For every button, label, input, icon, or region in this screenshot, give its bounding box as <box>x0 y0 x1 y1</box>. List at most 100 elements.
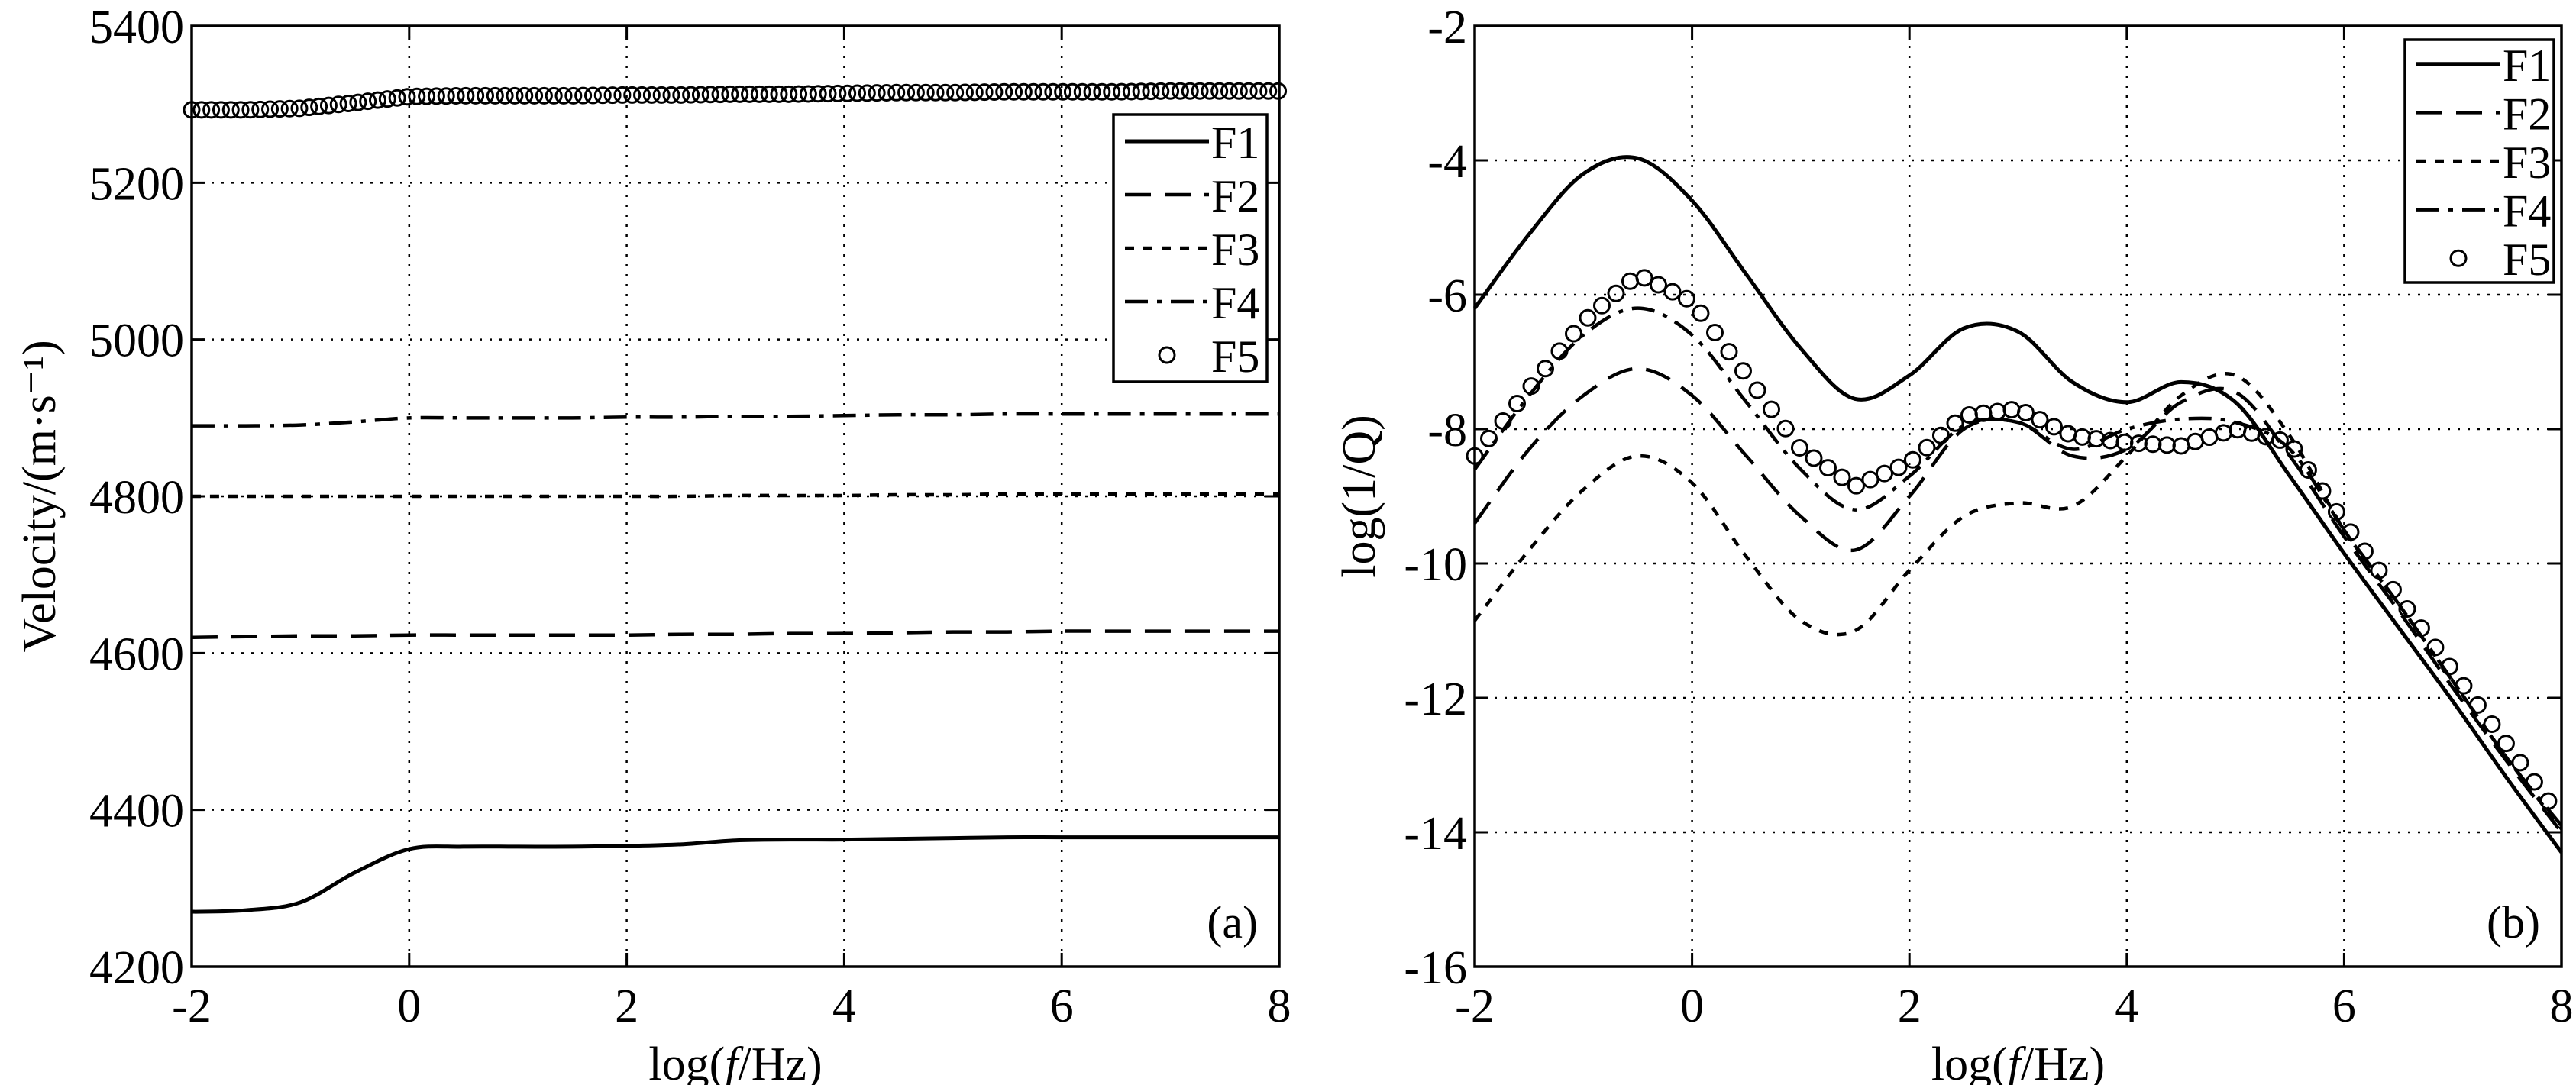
data-point-marker <box>300 98 318 117</box>
data-point-marker <box>682 86 700 104</box>
data-point-marker <box>418 87 436 105</box>
data-point-marker <box>1960 406 1978 425</box>
data-point-marker <box>2468 696 2487 714</box>
data-point-marker <box>1635 269 1653 287</box>
y-tick-label: 4600 <box>89 628 184 680</box>
data-point-marker <box>290 99 309 118</box>
plot-frame <box>1473 24 2563 968</box>
x-tick-label: 8 <box>1268 980 1291 1032</box>
data-point-marker <box>2355 542 2374 560</box>
data-point-marker <box>1621 272 1639 290</box>
data-point-marker <box>2157 436 2176 454</box>
data-point-marker <box>1720 343 1738 361</box>
data-point-marker <box>662 86 680 104</box>
data-point-marker <box>623 86 642 104</box>
data-point-marker <box>2440 657 2458 676</box>
data-point-marker <box>1005 82 1023 101</box>
data-point-marker <box>1649 276 1667 294</box>
data-point-marker <box>192 101 211 119</box>
data-point-marker <box>878 83 896 102</box>
data-point-marker <box>486 86 504 105</box>
data-point-marker <box>593 86 612 105</box>
x-tick-label: -2 <box>172 980 212 1032</box>
data-point-marker <box>270 100 289 118</box>
data-point-marker <box>1592 296 1611 315</box>
data-point-marker <box>1152 82 1170 100</box>
legend-label-F5: F5 <box>2503 234 2551 285</box>
data-point-marker <box>369 91 387 109</box>
data-point-marker <box>2285 440 2303 458</box>
data-point-marker <box>310 97 328 115</box>
data-point-marker <box>1861 470 1879 489</box>
data-point-marker <box>1083 82 1101 101</box>
data-point-marker <box>1762 400 1780 418</box>
data-point-marker <box>1705 323 1724 341</box>
data-point-marker <box>2115 433 2134 451</box>
y-tick-label: 4200 <box>89 942 184 994</box>
legend-label-F1: F1 <box>1211 118 1259 168</box>
data-point-marker <box>398 88 416 106</box>
panel-label: (a) <box>1207 897 1258 948</box>
series-F4-line <box>191 412 1279 428</box>
data-point-marker <box>319 96 338 115</box>
x-tick-label: 4 <box>2115 980 2138 1032</box>
data-point-marker <box>965 83 984 102</box>
data-point-marker <box>241 101 260 119</box>
data-point-marker <box>1034 82 1052 101</box>
data-point-marker <box>1142 82 1160 101</box>
y-axis-label: log(1/Q) <box>1333 415 1385 578</box>
series-F3-line <box>1473 372 2563 830</box>
data-point-marker <box>1093 82 1111 101</box>
y-tick-label: -6 <box>1427 270 1467 322</box>
data-point-marker <box>1122 82 1140 101</box>
data-point-marker <box>1875 464 1893 483</box>
legend-label-F4: F4 <box>1211 278 1259 328</box>
data-point-marker <box>760 85 778 103</box>
data-point-marker <box>1054 82 1072 101</box>
data-point-marker <box>457 86 475 105</box>
legend-label-F3: F3 <box>2503 137 2551 188</box>
data-point-marker <box>1162 82 1180 100</box>
data-point-marker <box>955 83 974 102</box>
data-point-marker <box>554 86 573 105</box>
data-point-marker <box>1818 459 1837 477</box>
legend-label-F1: F1 <box>2503 40 2551 91</box>
data-point-marker <box>1847 476 1865 495</box>
data-point-marker <box>329 95 347 114</box>
data-point-marker <box>2172 437 2190 455</box>
x-axis-label: log(f/Hz) <box>1931 1038 2105 1085</box>
y-tick-label: 5000 <box>89 315 184 367</box>
data-point-marker <box>1132 82 1150 101</box>
data-point-marker <box>1201 82 1219 100</box>
y-tick-label: 4800 <box>89 472 184 524</box>
data-point-marker <box>2271 431 2289 449</box>
data-point-marker <box>1494 412 1512 430</box>
data-point-marker <box>1259 82 1278 100</box>
data-point-marker <box>1181 82 1199 100</box>
data-point-marker <box>1508 395 1526 413</box>
series-F2-line <box>191 629 1279 640</box>
data-point-marker <box>858 84 876 102</box>
data-point-marker <box>1734 362 1752 380</box>
data-point-marker <box>2525 773 2543 791</box>
data-point-marker <box>467 86 485 105</box>
legend-swatch-F5 <box>2449 249 2468 267</box>
data-point-marker <box>839 84 857 102</box>
plot-frame <box>190 24 1281 968</box>
data-point-marker <box>2497 735 2515 753</box>
panel-a-velocity-chart: -2 0 2 4 6 84200440046004800500052005400F1F2F… <box>14 2 1291 1085</box>
data-point-marker <box>339 94 357 112</box>
data-point-marker <box>2412 619 2430 638</box>
data-point-marker <box>2002 401 2021 419</box>
data-point-marker <box>691 86 709 104</box>
data-point-marker <box>280 99 299 118</box>
data-point-marker <box>251 100 270 118</box>
data-point-marker <box>1249 82 1268 100</box>
data-point-marker <box>907 83 925 102</box>
data-point-marker <box>1522 377 1540 396</box>
data-point-marker <box>1103 82 1121 101</box>
data-point-marker <box>2483 715 2501 733</box>
data-point-marker <box>506 86 524 105</box>
data-point-marker <box>1073 82 1091 101</box>
